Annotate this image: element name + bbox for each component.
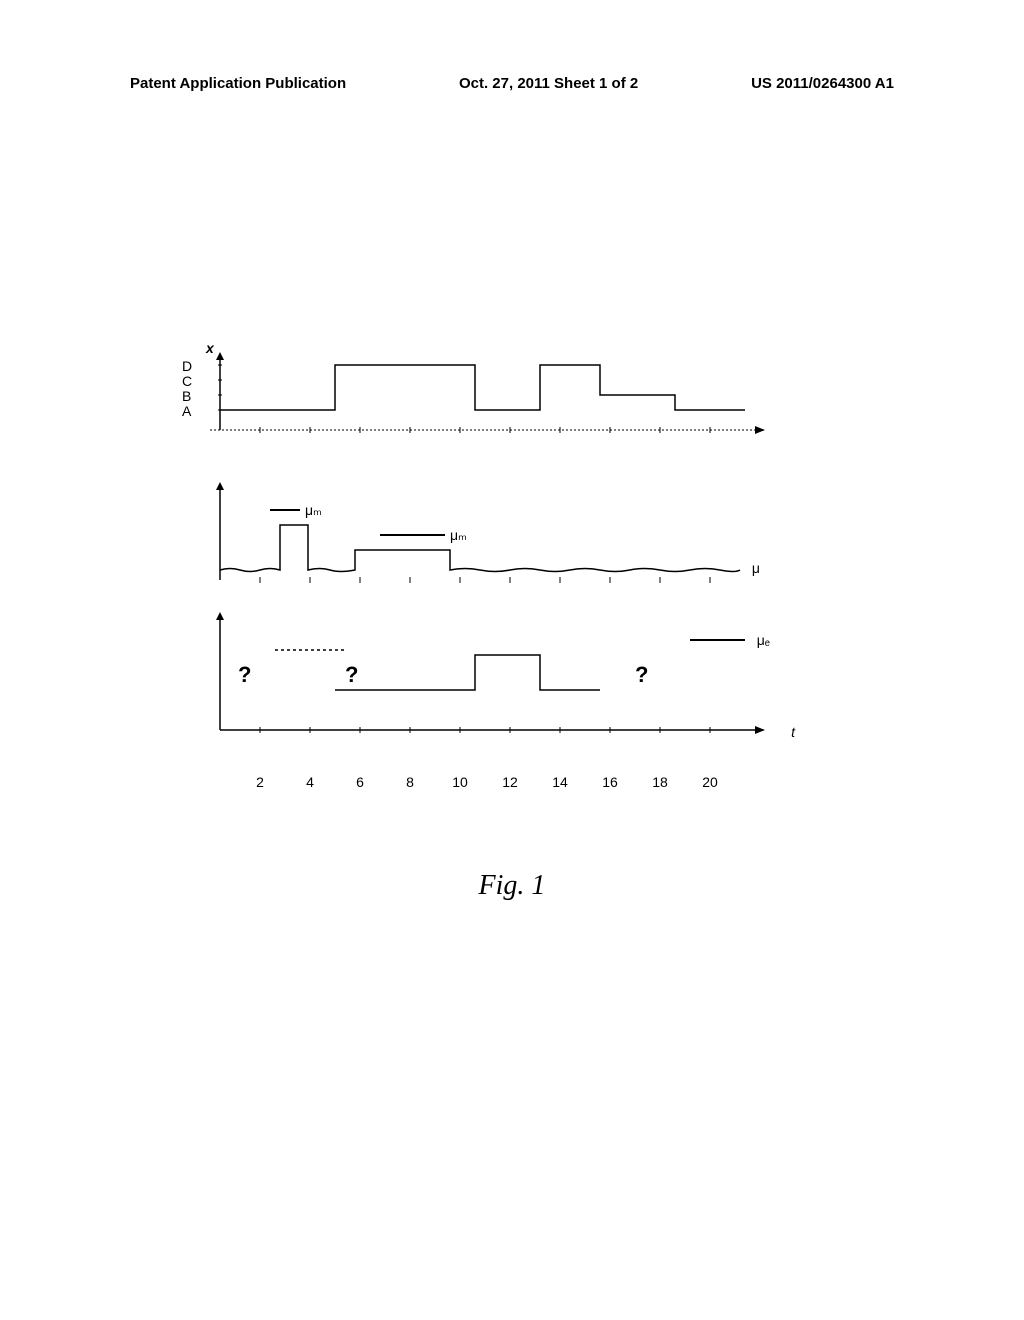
x-tick-4: 4: [306, 774, 314, 790]
chart-1: x D C B A: [200, 350, 775, 480]
x-tick-2: 2: [256, 774, 264, 790]
chart3-svg: [200, 610, 775, 770]
figure-container: x D C B A: [200, 350, 775, 820]
question-mark-3: ?: [635, 662, 648, 688]
chart1-tick-a: A: [182, 403, 191, 419]
header-right: US 2011/0264300 A1: [751, 75, 894, 92]
x-tick-20: 20: [702, 774, 718, 790]
chart1-svg: [200, 350, 775, 480]
mu-label: μ: [752, 560, 760, 576]
chart2-svg: [200, 480, 775, 610]
question-mark-1: ?: [238, 662, 251, 688]
chart1-tick-b: B: [182, 388, 191, 404]
x-tick-12: 12: [502, 774, 518, 790]
header-center: Oct. 27, 2011 Sheet 1 of 2: [459, 75, 638, 92]
x-tick-16: 16: [602, 774, 618, 790]
mu-m-label-2: μₘ: [450, 527, 467, 544]
chart-3: μₑ ? ? ? 2 4 6 8 10 12 14 16 18 20 t: [200, 610, 775, 770]
chart-2: μₘ μₘ μ: [200, 480, 775, 610]
chart1-tick-c: C: [182, 373, 192, 389]
x-tick-8: 8: [406, 774, 414, 790]
x-tick-18: 18: [652, 774, 668, 790]
x-tick-6: 6: [356, 774, 364, 790]
chart1-tick-d: D: [182, 358, 192, 374]
header-left: Patent Application Publication: [130, 75, 346, 92]
mu-e-label: μₑ: [757, 632, 770, 648]
figure-caption: Fig. 1: [0, 870, 1024, 902]
x-tick-14: 14: [552, 774, 568, 790]
x-tick-10: 10: [452, 774, 468, 790]
question-mark-2: ?: [345, 662, 358, 688]
x-axis-label: t: [791, 724, 795, 740]
mu-m-label-1: μₘ: [305, 502, 322, 519]
